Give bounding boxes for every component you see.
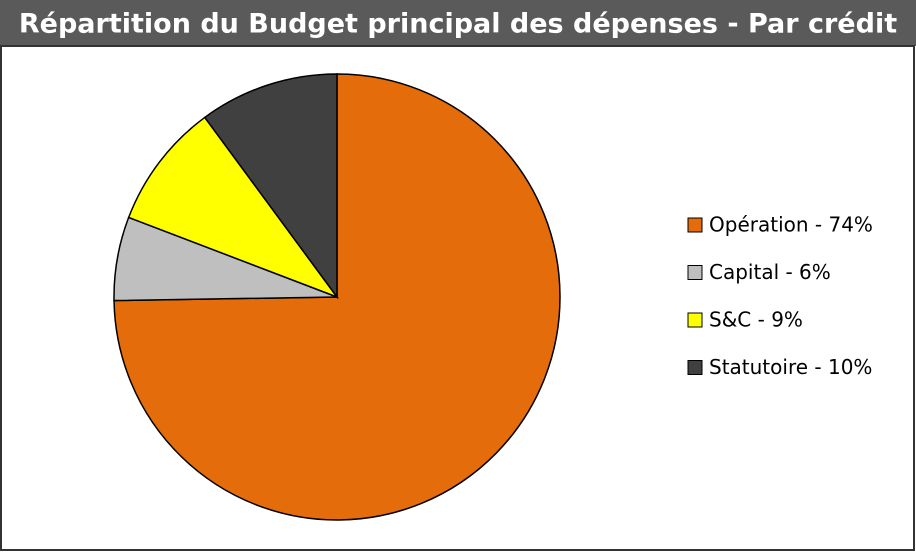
title-bar: [0, 0, 916, 46]
legend-swatch: [687, 360, 703, 375]
legend-label: S&C - 9%: [709, 308, 803, 332]
pie-slice: [113, 73, 561, 521]
legend-swatch: [687, 265, 703, 280]
legend-label: Capital - 6%: [709, 260, 831, 284]
pie-slice: [203, 73, 338, 300]
legend-swatch: [687, 312, 703, 328]
legend-swatch: [687, 217, 703, 233]
frame: [0, 45, 915, 551]
legend-label: Statutoire - 10%: [709, 355, 872, 379]
legend-label: Opération - 74%: [709, 213, 873, 237]
chart-title: Répartition du Budget principal des dépe…: [19, 9, 897, 40]
pie-slice: [127, 116, 340, 299]
